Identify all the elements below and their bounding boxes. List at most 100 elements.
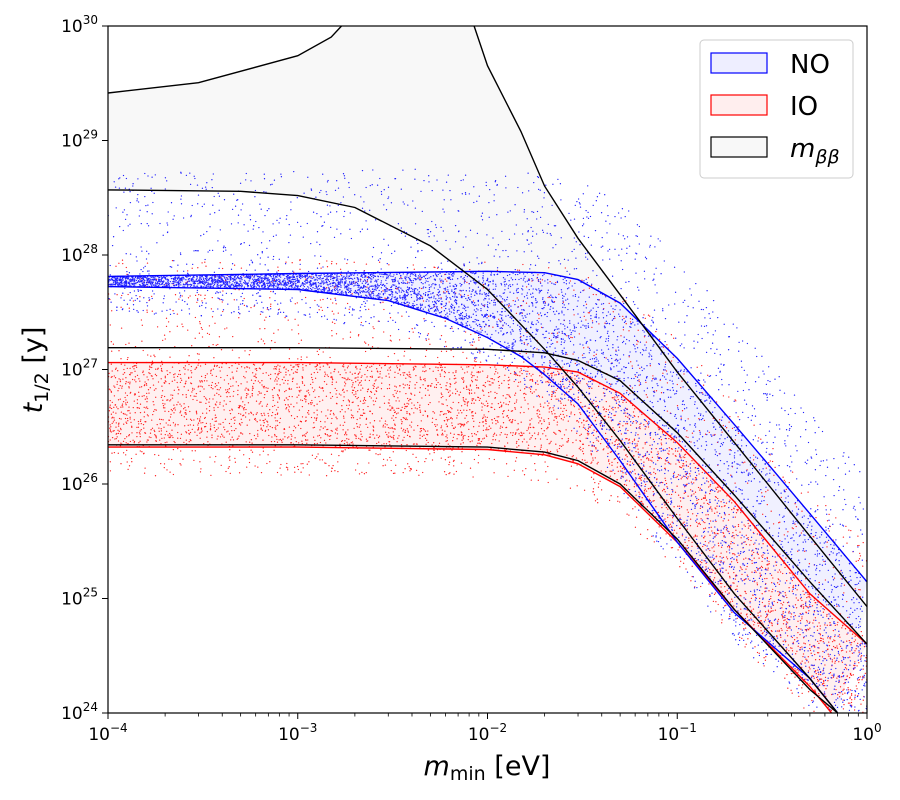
io-scatter-point	[444, 320, 446, 322]
io-scatter-point	[274, 373, 276, 375]
io-scatter-point	[854, 635, 856, 637]
io-scatter-point	[365, 367, 367, 369]
io-scatter-point	[491, 419, 493, 421]
io-scatter-point	[324, 462, 326, 464]
io-scatter-point	[664, 459, 667, 461]
io-scatter-point	[326, 287, 328, 289]
io-scatter-point	[479, 443, 481, 445]
io-scatter-point	[845, 525, 847, 528]
io-scatter-point	[549, 361, 551, 363]
io-scatter-point	[847, 689, 850, 691]
io-scatter-point	[752, 531, 755, 534]
io-scatter-point	[449, 382, 451, 385]
io-scatter-point	[185, 418, 188, 420]
io-scatter-point	[851, 633, 854, 635]
io-scatter-point	[642, 503, 645, 505]
io-scatter-point	[337, 312, 339, 314]
io-scatter-point	[496, 269, 499, 272]
io-scatter-point	[530, 479, 532, 481]
io-scatter-point	[262, 425, 265, 427]
io-scatter-point	[650, 486, 653, 488]
io-scatter-point	[195, 367, 197, 369]
io-scatter-point	[836, 647, 839, 649]
io-scatter-point	[482, 438, 484, 440]
io-scatter-point	[382, 426, 384, 428]
io-scatter-point	[405, 449, 407, 452]
io-scatter-point	[263, 414, 266, 416]
io-scatter-point	[353, 427, 355, 430]
io-scatter-point	[244, 350, 246, 352]
io-scatter-point	[659, 497, 662, 499]
io-scatter-point	[211, 296, 213, 299]
io-scatter-point	[764, 619, 767, 621]
io-scatter-point	[295, 364, 297, 366]
io-scatter-point	[477, 439, 480, 441]
io-scatter-point	[158, 427, 160, 429]
io-scatter-point	[466, 388, 468, 391]
io-scatter-point	[715, 610, 717, 612]
io-scatter-point	[321, 387, 324, 389]
io-scatter-point	[750, 539, 752, 542]
io-scatter-point	[866, 780, 867, 781]
io-scatter-point	[404, 468, 406, 470]
io-scatter-point	[339, 268, 342, 270]
io-scatter-point	[540, 427, 543, 430]
io-scatter-point	[492, 439, 494, 441]
io-scatter-point	[185, 432, 188, 434]
io-scatter-point	[120, 428, 122, 431]
io-scatter-point	[174, 373, 176, 375]
io-scatter-point	[343, 396, 345, 398]
io-scatter-point	[683, 454, 686, 456]
io-scatter-point	[539, 403, 542, 405]
io-scatter-point	[482, 429, 485, 432]
io-scatter-point	[497, 380, 500, 383]
io-scatter-point	[801, 510, 803, 512]
io-scatter-point	[300, 463, 302, 465]
io-scatter-point	[411, 407, 413, 410]
io-scatter-point	[818, 652, 820, 654]
io-scatter-point	[489, 366, 492, 369]
io-scatter-point	[772, 447, 774, 450]
io-scatter-point	[862, 699, 864, 701]
io-scatter-point	[270, 440, 273, 443]
io-scatter-point	[502, 395, 504, 397]
io-scatter-point	[744, 541, 746, 543]
io-scatter-point	[717, 533, 719, 535]
io-scatter-point	[588, 287, 591, 289]
io-scatter-point	[558, 447, 561, 450]
io-scatter-point	[718, 529, 720, 532]
io-scatter-point	[383, 308, 385, 311]
io-scatter-point	[710, 506, 712, 508]
io-scatter-point	[792, 641, 794, 644]
io-scatter-point	[751, 571, 753, 573]
io-scatter-point	[558, 372, 560, 374]
io-scatter-point	[735, 529, 737, 531]
io-scatter-point	[152, 384, 155, 386]
io-scatter-point	[479, 371, 481, 373]
io-scatter-point	[737, 525, 740, 528]
io-scatter-point	[310, 276, 312, 278]
io-scatter-point	[331, 335, 333, 337]
io-scatter-point	[493, 458, 495, 461]
io-scatter-point	[745, 543, 747, 546]
io-scatter-point	[274, 417, 276, 419]
io-scatter-point	[474, 358, 476, 360]
io-scatter-point	[195, 392, 198, 395]
io-scatter-point	[538, 417, 540, 419]
io-scatter-point	[225, 441, 227, 443]
io-scatter-point	[278, 370, 280, 372]
io-scatter-point	[285, 371, 287, 373]
io-scatter-point	[787, 687, 789, 689]
io-scatter-point	[671, 521, 673, 523]
io-scatter-point	[677, 494, 680, 496]
io-scatter-point	[342, 399, 345, 402]
io-scatter-point	[409, 436, 411, 438]
io-scatter-point	[201, 381, 203, 383]
io-scatter-point	[628, 446, 630, 449]
io-scatter-point	[167, 321, 170, 323]
io-scatter-point	[588, 444, 590, 447]
io-scatter-point	[652, 438, 655, 441]
io-scatter-point	[455, 377, 457, 379]
io-scatter-point	[758, 652, 760, 654]
io-scatter-point	[275, 368, 277, 370]
